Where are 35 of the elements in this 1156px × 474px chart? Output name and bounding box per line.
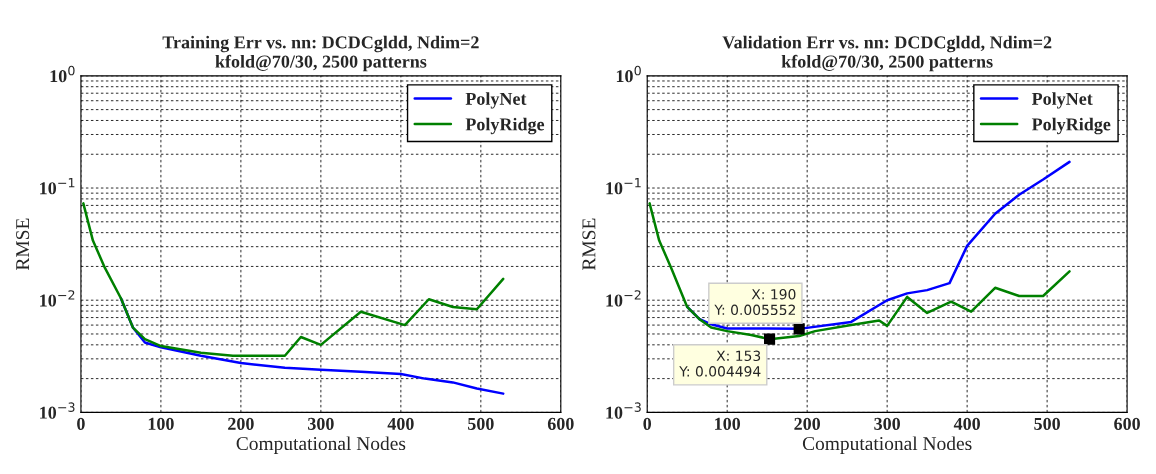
y-tick-label: 10$^{−3}$	[40, 402, 75, 419]
y-axis-title: RMSE	[16, 218, 30, 271]
x-tick-label: 500	[1034, 417, 1060, 430]
x-axis-title: Computational Nodes	[236, 436, 406, 455]
x-tick-label: 200	[228, 417, 254, 430]
x-tick-label: 0	[643, 417, 652, 430]
legend-label: PolyNet	[465, 92, 527, 109]
y-axis-title: RMSE	[582, 218, 596, 271]
x-axis-title: Computational Nodes	[802, 436, 972, 455]
x-tick-label: 300	[308, 417, 334, 430]
x-tick-label: 300	[874, 417, 900, 430]
x-tick-label: 400	[387, 417, 414, 430]
y-tick-label: 10$^{0}$	[50, 65, 75, 83]
legend-label: PolyRidge	[1031, 117, 1111, 135]
y-tick-label: 10$^{−2}$	[606, 290, 641, 307]
x-tick-label: 400	[953, 417, 980, 430]
x-tick-label: 500	[468, 417, 494, 430]
y-tick-label: 10$^{−3}$	[606, 402, 641, 419]
y-tick-label: 10$^{−2}$	[40, 290, 75, 307]
x-tick-label: 0	[77, 417, 85, 430]
chart-title: Training Err vs. nn: DCDCgldd, Ndim=2 kfold@70/30, 2500 patterns	[162, 35, 479, 72]
line-series	[82, 202, 505, 357]
y-tick-label: 10$^{−1}$	[40, 178, 75, 195]
x-tick-label: 200	[794, 417, 821, 430]
chart-title: Validation Err vs. nn: DCDCgldd, Ndim=2 kfold@70/30, 2500 patterns	[722, 35, 1052, 72]
x-tick-label: 100	[715, 417, 741, 430]
y-tick-label: 10$^{0}$	[616, 65, 641, 83]
annotation: X: 190 Y: 0.005552	[714, 289, 796, 316]
annotation: X: 153 Y: 0.004494	[679, 350, 761, 377]
legend-label: PolyNet	[1031, 92, 1093, 109]
x-tick-label: 600	[1114, 417, 1140, 430]
x-tick-label: 600	[547, 417, 574, 430]
legend-label: PolyRidge	[465, 117, 545, 135]
x-tick-label: 100	[148, 417, 174, 430]
y-tick-label: 10$^{−1}$	[606, 178, 641, 195]
